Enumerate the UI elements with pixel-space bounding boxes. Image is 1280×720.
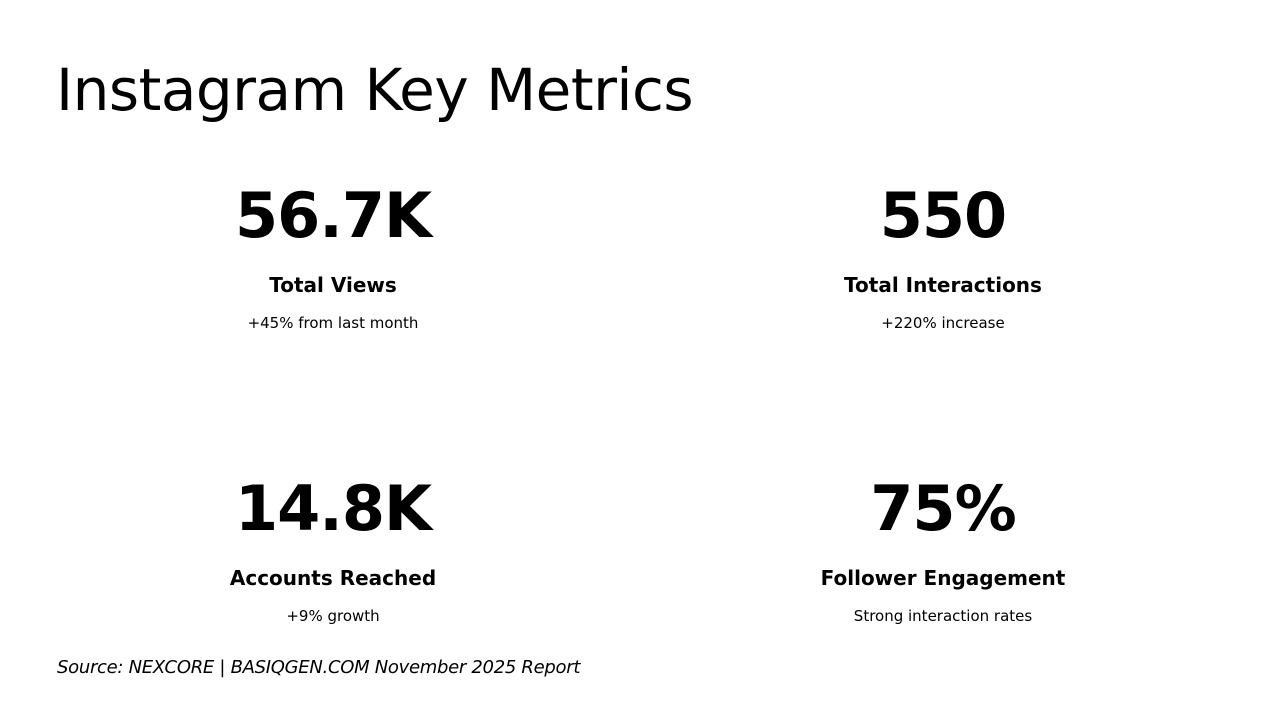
metric-follower-engagement: 75% Follower Engagement Strong interacti… [693, 474, 1193, 626]
metric-note: +9% growth [286, 607, 380, 625]
metric-label: Total Views [269, 273, 397, 297]
metric-label: Total Interactions [844, 273, 1042, 297]
metric-note: +45% from last month [247, 314, 419, 332]
page-title: Instagram Key Metrics [56, 56, 694, 124]
metric-total-views: 56.7K Total Views +45% from last month [83, 181, 583, 333]
metric-value: 56.7K [234, 179, 432, 252]
metric-total-interactions: 550 Total Interactions +220% increase [693, 181, 1193, 333]
metric-value: 75% [870, 472, 1016, 545]
metric-accounts-reached: 14.8K Accounts Reached +9% growth [83, 474, 583, 626]
source-footnote: Source: NEXCORE | BASIQGEN.COM November … [57, 657, 581, 678]
metric-label: Follower Engagement [820, 566, 1066, 590]
metric-value: 550 [879, 179, 1007, 252]
metric-label: Accounts Reached [229, 566, 437, 590]
metric-value: 14.8K [234, 472, 432, 545]
metric-note: Strong interaction rates [853, 607, 1033, 625]
metric-note: +220% increase [881, 314, 1005, 332]
